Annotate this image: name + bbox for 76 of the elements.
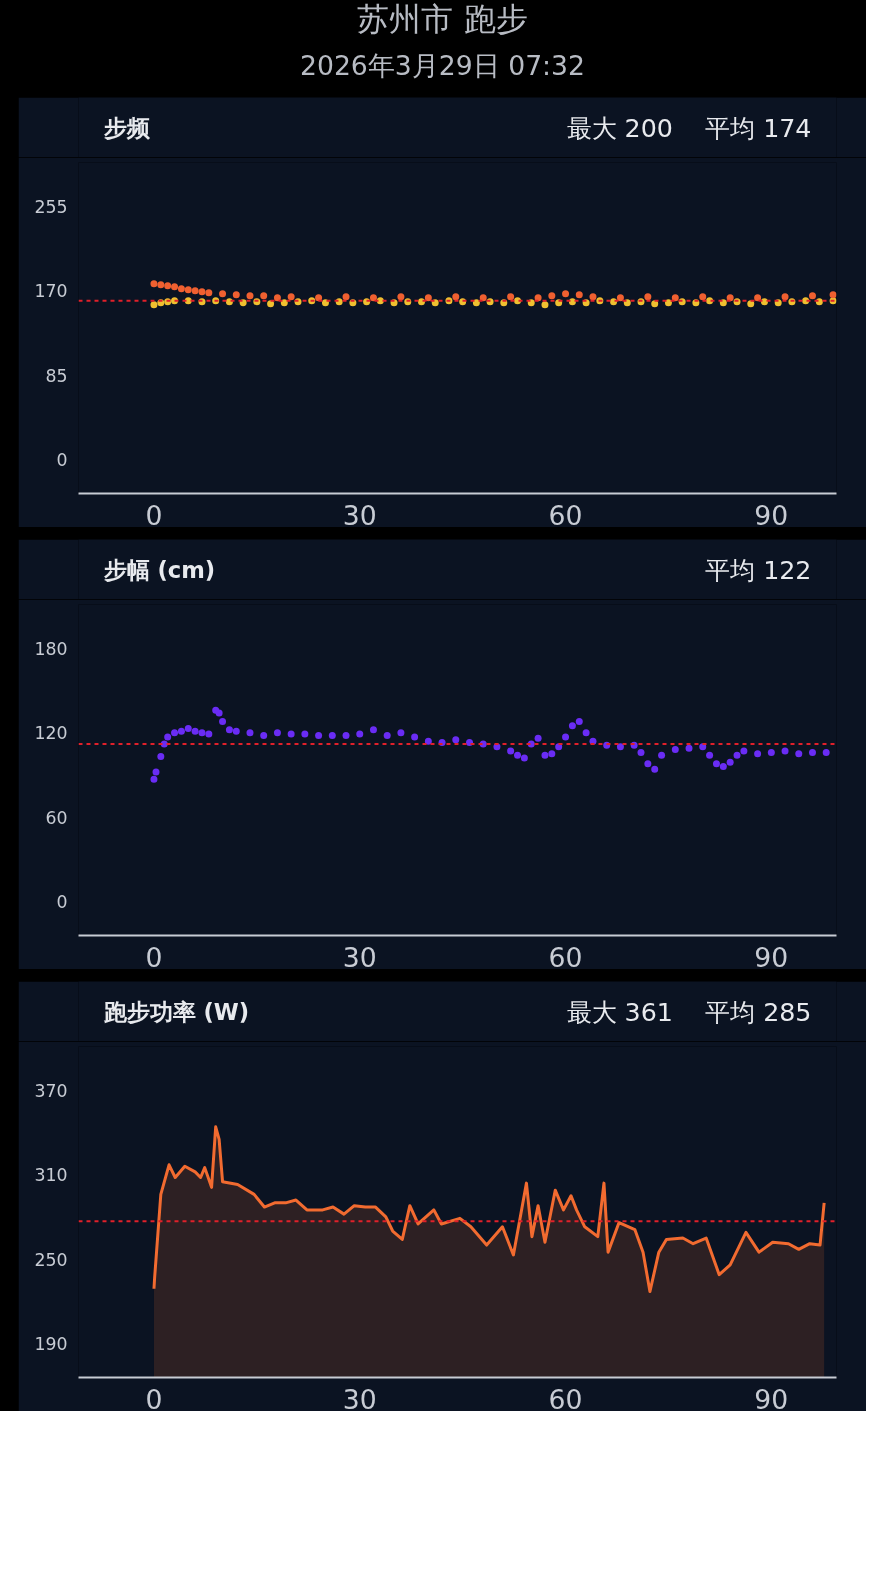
text: 苏州市 跑步 [357, 0, 528, 38]
point [452, 293, 460, 301]
point [548, 292, 556, 300]
point [246, 292, 254, 300]
point [562, 290, 570, 298]
x-tick-label: 60 [548, 499, 583, 531]
point [397, 293, 405, 301]
x-tick-label: 30 [342, 941, 377, 973]
point [157, 281, 165, 289]
point [541, 301, 549, 309]
point [671, 294, 679, 302]
y-tick-label: 60 [45, 807, 68, 828]
x-tick-label: 0 [145, 499, 163, 531]
y-tick-label: 120 [34, 723, 68, 744]
x-tick-label: 90 [754, 1383, 789, 1415]
point [616, 294, 624, 302]
point [808, 292, 816, 300]
y-tick-label: 255 [34, 196, 68, 217]
point [342, 293, 350, 301]
point [273, 294, 281, 302]
text: 平均 285 [705, 996, 812, 1027]
x-tick-label: 30 [342, 1383, 377, 1415]
point [260, 292, 268, 300]
x-tick-label: 0 [145, 941, 163, 973]
point [507, 293, 515, 301]
y-tick-label: 310 [34, 1165, 68, 1186]
y-tick-label: 85 [45, 365, 68, 386]
text: 平均 174 [705, 112, 812, 143]
point [726, 294, 734, 302]
point [205, 289, 213, 297]
point [424, 294, 432, 302]
point [177, 285, 185, 293]
text: 2026年3月29日 07:32 [300, 49, 586, 81]
point [191, 287, 199, 295]
chart-title: 跑步功率 (W) [102, 998, 250, 1025]
point [369, 294, 377, 302]
point [781, 293, 789, 301]
point [219, 290, 227, 298]
point [164, 282, 172, 290]
x-tick-label: 30 [342, 499, 377, 531]
point [747, 300, 755, 308]
y-tick-label: 170 [34, 281, 68, 302]
x-tick-label: 0 [145, 1383, 163, 1415]
text: 最大 200 [566, 112, 673, 143]
point [232, 291, 240, 299]
point [150, 280, 158, 288]
point [534, 294, 542, 302]
y-tick-label: 190 [34, 1334, 68, 1355]
point [589, 293, 597, 301]
point [171, 283, 179, 291]
chart-title: 步幅 (cm) [103, 556, 216, 583]
point [754, 294, 762, 302]
point [315, 294, 323, 302]
text: 最大 361 [566, 996, 673, 1027]
point [184, 286, 192, 294]
chart-title: 步频 [103, 114, 151, 141]
point [267, 300, 275, 308]
text: 平均 122 [705, 554, 812, 585]
point [651, 300, 659, 308]
point [644, 293, 652, 301]
point [287, 293, 295, 301]
x-tick-label: 60 [548, 1383, 583, 1415]
y-tick-label: 0 [56, 892, 68, 913]
y-tick-label: 0 [56, 450, 68, 471]
y-tick-label: 370 [34, 1080, 68, 1101]
point [699, 293, 707, 301]
point [829, 291, 837, 299]
y-tick-label: 250 [34, 1249, 68, 1270]
point [479, 294, 487, 302]
point [575, 291, 583, 299]
x-tick-label: 90 [754, 941, 789, 973]
x-tick-label: 90 [754, 499, 789, 531]
point [150, 301, 158, 309]
point [198, 288, 206, 296]
x-tick-label: 60 [548, 941, 583, 973]
y-tick-label: 180 [34, 638, 68, 659]
